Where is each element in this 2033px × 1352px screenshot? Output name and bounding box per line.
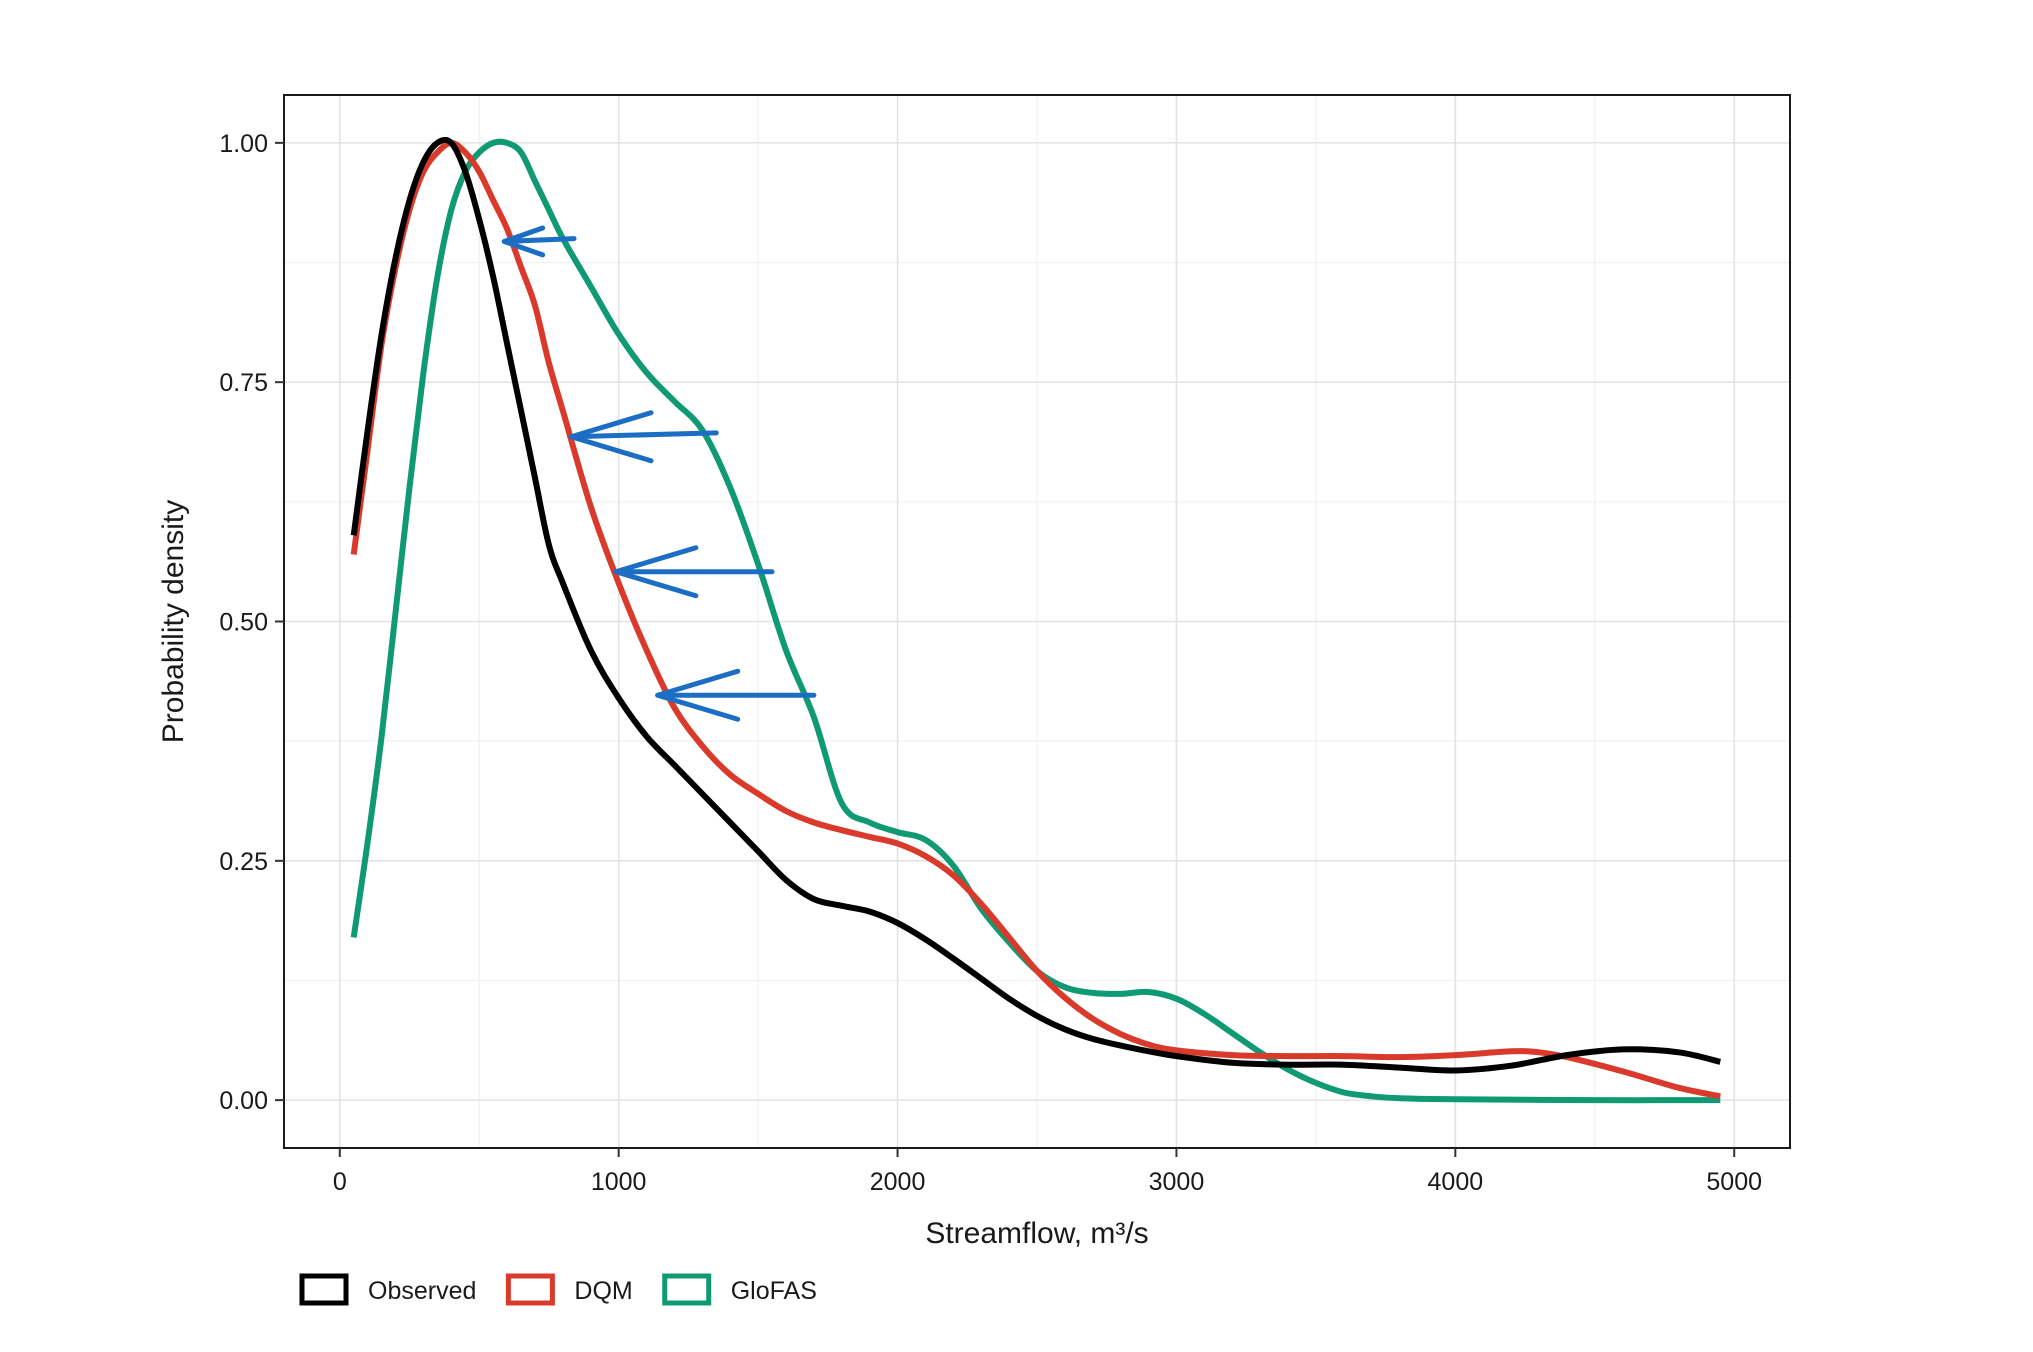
legend: Observed DQM GloFAS [299, 1273, 817, 1306]
x-tick-label: 2000 [870, 1168, 926, 1196]
y-tick-label: 0.25 [219, 848, 268, 876]
series-line-observed [350, 136, 1721, 1074]
legend-label: GloFAS [731, 1277, 817, 1305]
legend-label: DQM [574, 1277, 632, 1305]
x-tick-label: 3000 [1149, 1168, 1205, 1196]
x-tick-label: 4000 [1428, 1168, 1484, 1196]
legend-label: Observed [368, 1277, 476, 1305]
shift-arrow [613, 545, 775, 599]
legend-swatch [662, 1273, 712, 1306]
arrow-head [501, 225, 546, 258]
axis-ticks: 0 1000 2000 3000 4000 5000 0.00 0.25 0.50 0.75 1.0… [219, 130, 1762, 1196]
series-lines [350, 136, 1721, 1104]
grid [284, 95, 1790, 1148]
shift-arrow [568, 410, 719, 464]
legend-item-observed: Observed [299, 1273, 476, 1306]
legend-item-glofas: GloFAS [662, 1273, 817, 1306]
shift-arrow [501, 225, 577, 258]
legend-swatch [505, 1273, 555, 1306]
x-tick-label: 5000 [1706, 1168, 1762, 1196]
shift-arrow [655, 668, 817, 722]
y-axis-title: Probability density [157, 500, 190, 743]
x-tick-label: 1000 [591, 1168, 647, 1196]
arrow-head [613, 545, 699, 599]
legend-item-dqm: DQM [505, 1273, 633, 1306]
series-line-dqm [350, 139, 1721, 1100]
x-tick-label: 0 [333, 1168, 347, 1196]
y-tick-label: 0.50 [219, 609, 268, 637]
x-axis-title: Streamflow, m³/s [925, 1217, 1148, 1250]
y-tick-label: 0.75 [219, 369, 268, 397]
y-tick-label: 1.00 [219, 130, 268, 158]
shift-arrows [501, 225, 817, 722]
y-tick-label: 0.00 [219, 1087, 268, 1115]
arrow-head [655, 668, 741, 722]
arrow-shaft [568, 430, 719, 440]
arrow-head [568, 410, 654, 464]
legend-swatch [299, 1273, 349, 1306]
arrow-shaft [501, 236, 577, 244]
